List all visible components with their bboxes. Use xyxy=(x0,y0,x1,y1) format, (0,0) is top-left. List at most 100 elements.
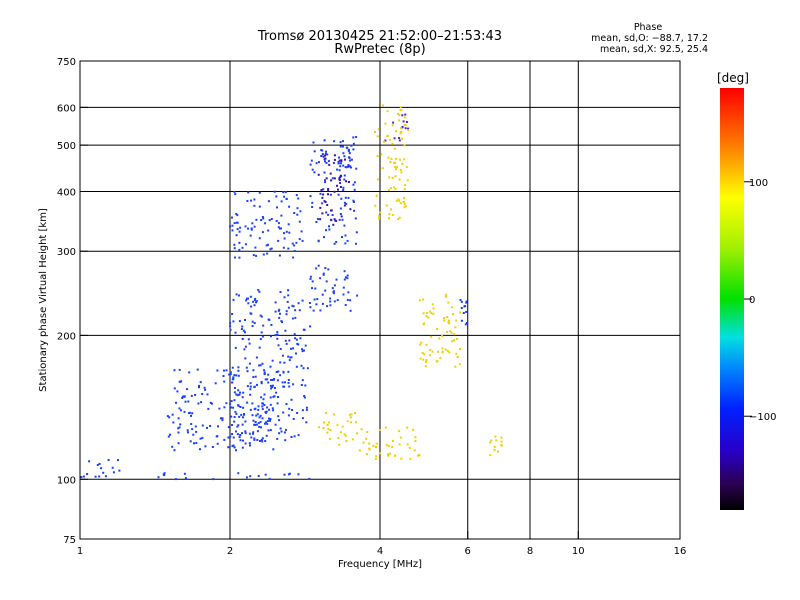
data-point xyxy=(235,374,238,377)
data-point xyxy=(264,378,267,381)
data-point xyxy=(257,289,260,291)
data-point xyxy=(236,433,239,436)
data-point xyxy=(274,310,277,313)
data-point xyxy=(206,393,209,396)
data-point xyxy=(253,225,256,228)
data-point xyxy=(405,166,408,168)
data-point xyxy=(237,472,240,475)
data-point xyxy=(500,440,503,443)
data-point xyxy=(242,439,244,442)
data-point xyxy=(210,402,213,405)
data-point xyxy=(391,142,394,145)
data-point xyxy=(338,169,341,172)
data-point xyxy=(238,241,241,244)
data-point xyxy=(231,424,233,426)
data-point xyxy=(387,444,390,447)
data-point xyxy=(349,165,352,168)
data-point xyxy=(399,106,402,109)
data-point xyxy=(306,367,309,370)
data-point xyxy=(255,301,257,304)
data-point xyxy=(326,153,329,156)
data-point xyxy=(392,186,395,189)
data-point xyxy=(274,334,277,337)
data-point xyxy=(181,395,184,398)
data-point xyxy=(199,437,202,440)
data-point xyxy=(339,176,342,178)
y-tick-label: 300 xyxy=(57,247,76,258)
data-point xyxy=(252,300,255,303)
data-point xyxy=(388,213,391,216)
data-point xyxy=(460,300,463,303)
data-point xyxy=(268,318,271,321)
data-point xyxy=(353,209,355,212)
data-point xyxy=(278,227,281,230)
data-point xyxy=(318,426,321,429)
data-point xyxy=(232,436,235,439)
data-point xyxy=(272,448,275,451)
data-point xyxy=(292,256,295,259)
phase-stats-title: Phase xyxy=(634,22,663,33)
data-point xyxy=(395,157,398,160)
data-point xyxy=(232,376,235,379)
data-point xyxy=(377,178,380,181)
data-point xyxy=(283,431,286,434)
data-point xyxy=(328,421,330,424)
data-point xyxy=(263,371,266,374)
data-point xyxy=(178,380,181,383)
data-point xyxy=(355,421,358,424)
data-point xyxy=(296,412,299,414)
data-point xyxy=(332,223,335,226)
data-point xyxy=(324,181,327,184)
data-point xyxy=(235,293,238,296)
data-point xyxy=(277,226,280,229)
data-point xyxy=(288,339,291,342)
data-point xyxy=(252,432,254,435)
data-point xyxy=(254,421,257,423)
data-point xyxy=(197,402,200,405)
data-point xyxy=(190,423,193,425)
data-point xyxy=(465,322,468,324)
data-point xyxy=(431,350,434,353)
data-point xyxy=(368,447,371,450)
data-point xyxy=(253,204,256,207)
data-point xyxy=(439,356,442,359)
data-point xyxy=(301,379,304,382)
data-point xyxy=(290,436,293,438)
data-point xyxy=(329,172,332,175)
data-point xyxy=(269,248,272,251)
data-point xyxy=(402,120,405,123)
data-point xyxy=(256,383,258,386)
data-point xyxy=(353,188,356,191)
data-point xyxy=(257,405,260,408)
data-point xyxy=(222,375,225,377)
data-point xyxy=(398,199,401,202)
data-point xyxy=(183,395,186,398)
data-point xyxy=(323,171,326,174)
data-point xyxy=(341,145,344,148)
data-point xyxy=(281,381,284,384)
data-point xyxy=(263,404,266,406)
data-point xyxy=(349,299,352,302)
data-point xyxy=(291,242,294,245)
data-point xyxy=(294,309,297,312)
data-point xyxy=(278,419,281,422)
data-point xyxy=(319,309,322,312)
data-point xyxy=(396,166,399,169)
data-point xyxy=(432,312,435,315)
data-point xyxy=(242,329,245,332)
data-point xyxy=(403,124,406,126)
data-point xyxy=(251,414,254,417)
data-point xyxy=(441,334,444,337)
data-point xyxy=(285,428,287,431)
data-point xyxy=(394,165,396,168)
data-point xyxy=(417,454,419,457)
data-point xyxy=(320,155,323,157)
data-point xyxy=(228,373,231,376)
data-point xyxy=(267,200,270,203)
data-point xyxy=(287,473,290,476)
data-point xyxy=(339,186,342,188)
data-point xyxy=(247,191,250,194)
data-point xyxy=(394,175,397,178)
data-point xyxy=(412,428,415,431)
data-point xyxy=(323,200,326,203)
